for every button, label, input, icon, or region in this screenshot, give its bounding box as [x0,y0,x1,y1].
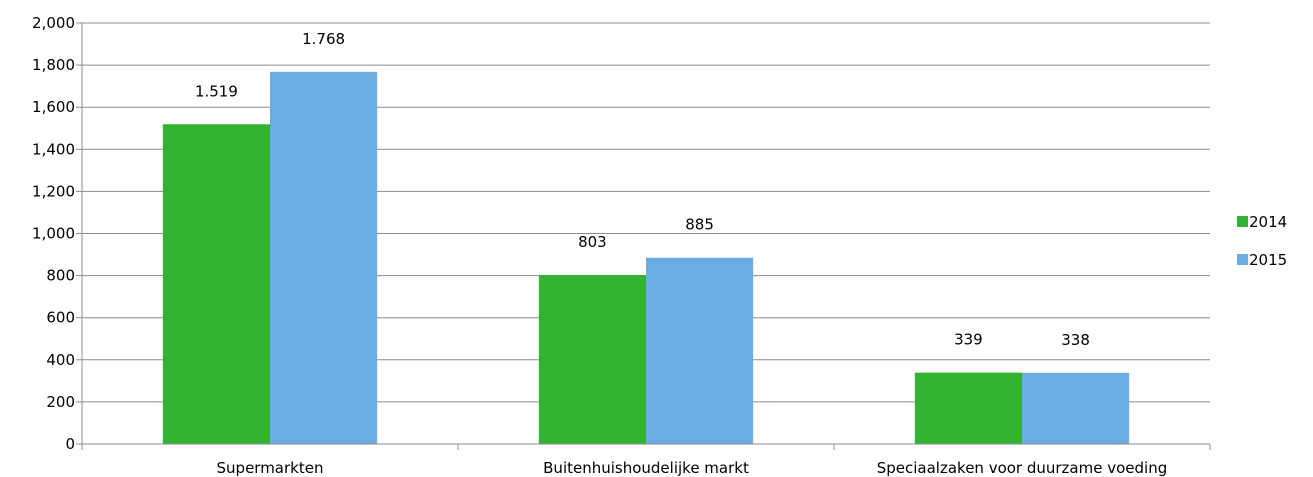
bar-2015 [270,71,378,444]
bars [162,71,1130,445]
axes: 0 200 400 600 800 1,000 1,200 1,400 1,600 1,800 2,… [32,14,1211,453]
y-tick-label: 400 [46,351,75,369]
data-label: 1.519 [195,82,238,100]
category-label: Buitenhuishoudelijke markt [543,459,749,477]
y-tick-label: 1,000 [32,225,75,243]
data-label: 339 [954,331,983,349]
bar-2014 [162,124,270,445]
legend-label: 2014 [1249,213,1287,231]
y-tick-label: 0 [65,435,75,453]
y-tick-label: 600 [46,309,75,327]
legend-swatch-2014 [1237,216,1248,227]
labels: 1.519 1.768 Supermarkten 803 885 Buitenhuisho… [195,30,1167,477]
y-tick-label: 1,800 [32,56,75,74]
data-label: 338 [1061,331,1090,349]
data-label: 803 [578,233,607,251]
legend: 2014 2015 [1237,213,1287,269]
category-label: Supermarkten [217,459,324,477]
bar-2014 [914,372,1022,444]
data-label: 1.768 [302,30,345,48]
y-tick-label: 2,000 [32,14,75,32]
y-tick-label: 1,200 [32,182,75,200]
legend-label: 2015 [1249,251,1287,269]
y-tick-label: 1,600 [32,98,75,116]
data-label: 885 [685,216,714,234]
bar-2015 [1022,372,1130,444]
y-tick-label: 1,400 [32,140,75,158]
category-label: Speciaalzaken voor duurzame voeding [877,459,1168,477]
legend-swatch-2015 [1237,254,1248,265]
bar-2014 [538,274,646,444]
bar-2015 [646,257,754,444]
y-tick-label: 200 [46,393,75,411]
y-tick-label: 800 [46,267,75,285]
